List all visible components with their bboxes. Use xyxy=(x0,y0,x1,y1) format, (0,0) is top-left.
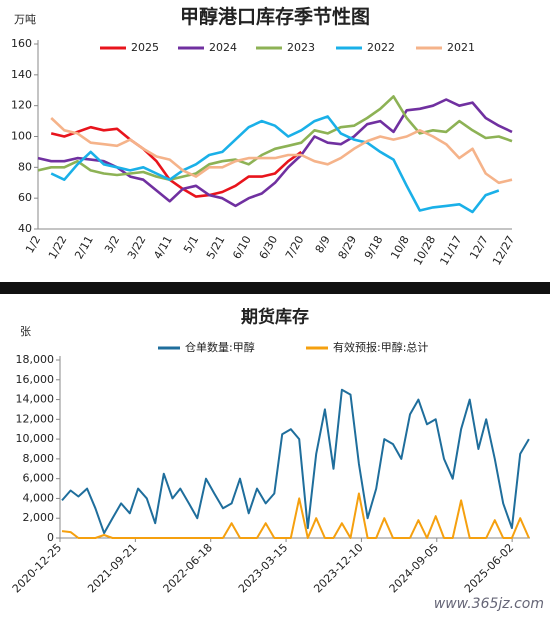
y-unit: 万吨 xyxy=(14,13,36,26)
x-tick-label: 4/11 xyxy=(151,234,175,262)
series-line xyxy=(37,95,513,181)
y-unit: 张 xyxy=(20,325,31,338)
x-tick-label: 8/29 xyxy=(336,234,360,262)
y-tick-label: 80 xyxy=(18,160,32,173)
legend-label: 2023 xyxy=(287,41,315,54)
y-tick-label: 16,000 xyxy=(16,373,55,386)
x-tick-label: 5/21 xyxy=(204,234,228,262)
x-tick-label: 8/9 xyxy=(313,233,333,255)
x-tick-label: 10/8 xyxy=(388,234,412,262)
x-tick-label: 2022-06-18 xyxy=(161,541,215,595)
x-tick-label: 11/17 xyxy=(437,234,464,268)
x-tick-label: 2023-03-15 xyxy=(236,541,290,595)
x-tick-label: 2024-09-05 xyxy=(387,541,441,595)
legend-label: 2022 xyxy=(367,41,395,54)
x-tick-label: 1/22 xyxy=(46,234,70,262)
y-tick-label: 4,000 xyxy=(23,491,55,504)
y-tick-label: 160 xyxy=(11,37,32,50)
x-tick-label: 1/2 xyxy=(23,234,43,256)
separator xyxy=(0,282,550,294)
y-tick-label: 2,000 xyxy=(23,511,55,524)
x-tick-label: 10/28 xyxy=(411,234,438,268)
y-tick-label: 18,000 xyxy=(16,353,55,366)
legend-label: 2024 xyxy=(209,41,237,54)
x-tick-label: 12/27 xyxy=(490,234,517,268)
x-tick-label: 2020-12-25 xyxy=(10,541,64,595)
y-tick-label: 8,000 xyxy=(23,452,55,465)
y-tick-label: 40 xyxy=(18,222,32,235)
legend-label: 仓单数量:甲醇 xyxy=(185,340,255,354)
x-tick-label: 2023-12-10 xyxy=(311,541,365,595)
y-tick-label: 120 xyxy=(11,99,32,112)
series-line xyxy=(37,98,513,208)
y-tick-label: 14,000 xyxy=(16,393,55,406)
x-tick-label: 5/1 xyxy=(181,234,201,256)
x-tick-label: 6/10 xyxy=(230,234,254,262)
x-tick-label: 2021-09-21 xyxy=(85,541,139,595)
legend-label: 有效预报:甲醇:总计 xyxy=(333,340,428,354)
series-line xyxy=(50,115,500,214)
series-line xyxy=(50,125,303,198)
y-tick-label: 0 xyxy=(47,531,54,544)
chart-title: 期货库存 xyxy=(241,307,309,328)
x-tick-label: 12/7 xyxy=(467,234,491,262)
x-tick-label: 9/18 xyxy=(362,234,386,262)
x-tick-label: 2/11 xyxy=(72,234,96,262)
y-tick-label: 12,000 xyxy=(16,412,55,425)
x-tick-label: 6/30 xyxy=(257,234,281,262)
y-tick-label: 6,000 xyxy=(23,472,55,485)
series-line xyxy=(61,388,530,535)
y-tick-label: 10,000 xyxy=(16,432,55,445)
x-tick-label: 7/20 xyxy=(283,234,307,262)
legend-label: 2021 xyxy=(447,41,475,54)
x-tick-label: 3/22 xyxy=(125,234,149,262)
series-line xyxy=(50,117,513,185)
chart-title: 甲醇港口库存季节性图 xyxy=(180,5,370,28)
watermark: www.365jz.com xyxy=(434,596,544,612)
series-line xyxy=(61,492,530,539)
y-tick-label: 140 xyxy=(11,68,32,81)
y-tick-label: 100 xyxy=(11,130,32,143)
y-tick-label: 60 xyxy=(18,191,32,204)
legend-label: 2025 xyxy=(131,41,159,54)
x-tick-label: 3/2 xyxy=(102,234,122,256)
x-tick-label: 2025-06-02 xyxy=(462,541,516,595)
